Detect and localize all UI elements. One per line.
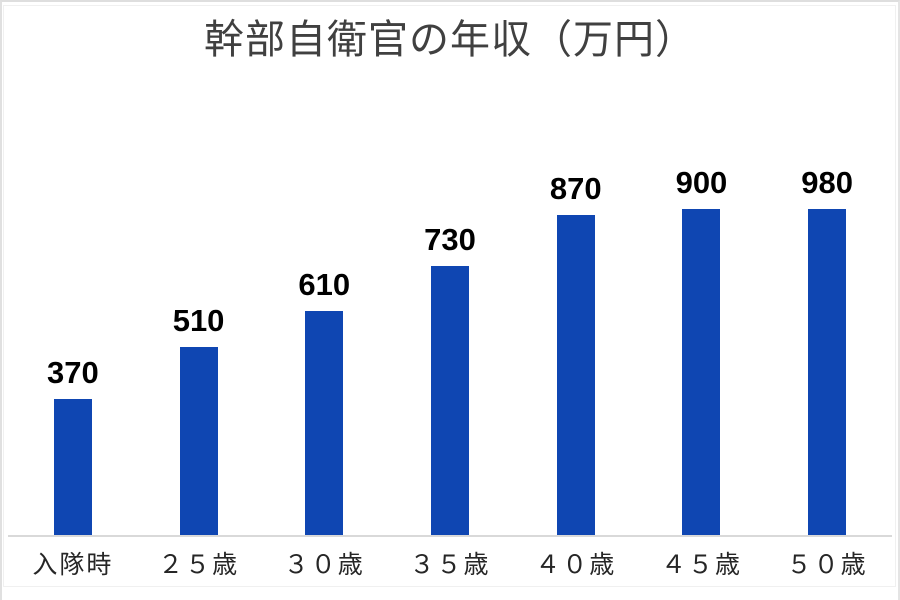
bar (179, 347, 218, 535)
bar-column: 870 (513, 167, 639, 535)
bar-value-label: 980 (801, 165, 854, 200)
bar-value-label: 370 (46, 354, 99, 390)
bar-column: 510 (136, 167, 262, 535)
bar (808, 209, 847, 535)
plot-area: 370 510 610 730 870 900 980 (10, 167, 890, 535)
bar (556, 214, 595, 535)
x-axis-label: ４５歳 (660, 551, 742, 579)
bar (53, 398, 92, 535)
bar (682, 209, 721, 535)
bar-value-label: 730 (424, 222, 476, 258)
bar-column: 900 (639, 167, 765, 535)
bar-column: 370 (10, 167, 136, 535)
bar-value-label: 610 (298, 266, 351, 302)
bar (305, 310, 344, 535)
bar-value-label: 870 (549, 170, 602, 206)
bar-value-label: 510 (172, 303, 225, 339)
bar (431, 266, 470, 535)
x-axis-labels: 入隊時 ２５歳 ３０歳 ３５歳 ４０歳 ４５歳 ５０歳 (10, 549, 890, 582)
x-axis-label: 入隊時 (32, 551, 114, 579)
bar-value-label: 900 (675, 165, 728, 200)
x-axis-label: ３５歳 (409, 551, 491, 579)
bar-column: 730 (387, 167, 513, 535)
x-axis-label: ５０歳 (786, 551, 868, 579)
x-axis-label: ３０歳 (283, 551, 365, 579)
x-axis-label: ４０歳 (535, 551, 617, 579)
x-axis-line (8, 535, 892, 537)
x-axis-label: ２５歳 (158, 551, 240, 579)
chart-title: 幹部自衛官の年収（万円） (204, 18, 696, 62)
bar-column: 610 (261, 167, 387, 535)
bar-column: 980 (764, 167, 890, 535)
